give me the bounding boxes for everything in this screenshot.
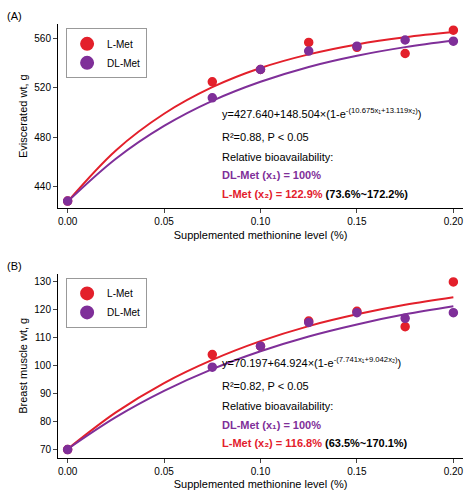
svg-text:0.05: 0.05 (154, 466, 174, 477)
svg-text:Supplemented methionine level: Supplemented methionine level (%) (174, 478, 348, 490)
svg-text:L-Met: L-Met (107, 39, 133, 50)
svg-text:DL-Met (x₁) = 100%: DL-Met (x₁) = 100% (222, 169, 321, 181)
svg-text:0.10: 0.10 (251, 466, 271, 477)
svg-text:0.20: 0.20 (444, 216, 464, 227)
svg-text:Eviscerated wt, g: Eviscerated wt, g (17, 74, 29, 158)
svg-text:440: 440 (34, 181, 51, 192)
svg-text:y=427.640+148.504×(1-e​-(10.67: y=427.640+148.504×(1-e​-(10.675x₁+13.119… (222, 106, 421, 120)
svg-text:90: 90 (40, 388, 52, 399)
svg-text:520: 520 (34, 82, 51, 93)
svg-text:R²=0.82, P < 0.05: R²=0.82, P < 0.05 (222, 380, 309, 392)
svg-text:Relative bioavailability:: Relative bioavailability: (222, 151, 333, 163)
svg-text:L-Met: L-Met (107, 288, 133, 299)
svg-text:DL-Met: DL-Met (107, 58, 140, 69)
svg-text:Relative bioavailability:: Relative bioavailability: (222, 400, 333, 412)
svg-text:DL-Met (x₁) = 100%: DL-Met (x₁) = 100% (222, 419, 321, 431)
svg-text:100: 100 (34, 360, 51, 371)
svg-text:(B): (B) (7, 260, 22, 272)
svg-text:(A): (A) (7, 10, 22, 22)
svg-text:Supplemented methionine level: Supplemented methionine level (%) (174, 229, 348, 241)
svg-text:Breast muscle wt, g: Breast muscle wt, g (17, 318, 29, 414)
svg-text:0.00: 0.00 (58, 216, 78, 227)
svg-text:L-Met (x₂) = 122.9% (73.6%~172: L-Met (x₂) = 122.9% (73.6%~172.2%) (222, 188, 408, 200)
svg-text:120: 120 (34, 304, 51, 315)
svg-text:0.15: 0.15 (347, 216, 367, 227)
svg-text:0.10: 0.10 (251, 216, 271, 227)
svg-text:0.05: 0.05 (154, 216, 174, 227)
svg-text:560: 560 (34, 33, 51, 44)
svg-text:y=70.197+64.924×(1-e​-(7.741x₁: y=70.197+64.924×(1-e​-(7.741x₁+9.042x₂)​… (222, 355, 401, 369)
svg-text:110: 110 (35, 332, 51, 343)
svg-text:130: 130 (34, 276, 51, 287)
svg-text:R²=0.88, P < 0.05: R²=0.88, P < 0.05 (222, 131, 309, 143)
svg-text:480: 480 (34, 132, 51, 143)
svg-text:0.15: 0.15 (347, 466, 367, 477)
svg-text:70: 70 (40, 444, 52, 455)
svg-text:DL-Met: DL-Met (107, 307, 140, 318)
svg-text:80: 80 (40, 416, 52, 427)
svg-text:L-Met (x₂) = 116.8% (63.5%~170: L-Met (x₂) = 116.8% (63.5%~170.1%) (222, 437, 408, 449)
svg-text:0.00: 0.00 (58, 466, 78, 477)
svg-text:0.20: 0.20 (444, 466, 464, 477)
